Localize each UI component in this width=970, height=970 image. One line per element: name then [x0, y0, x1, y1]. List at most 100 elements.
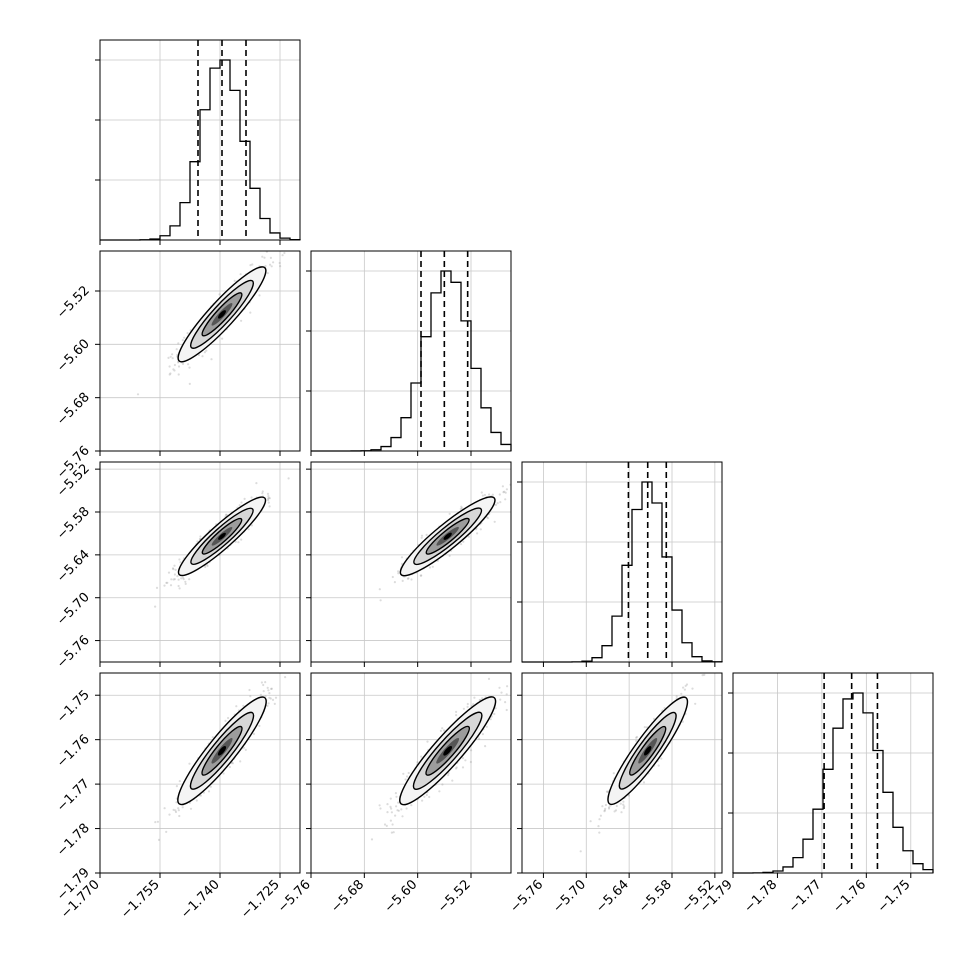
sample-point — [420, 536, 423, 539]
sample-point — [136, 393, 140, 396]
sample-point — [379, 599, 382, 602]
sample-point — [451, 779, 454, 782]
sample-point — [472, 703, 475, 706]
sample-point — [267, 689, 270, 692]
sample-point — [184, 582, 187, 585]
sample-point — [167, 356, 170, 359]
sample-point — [407, 577, 410, 580]
sample-point — [266, 704, 269, 707]
sample-point — [188, 578, 191, 581]
sample-point — [448, 554, 451, 557]
sample-point — [268, 692, 271, 695]
sample-point — [419, 574, 422, 577]
sample-point — [268, 497, 271, 500]
panel-3-0: −1.770 −1.755 −1.740 −1.725−1.79−1.78−1.77−… — [54, 672, 301, 922]
sample-point — [598, 831, 601, 834]
sample-point — [252, 732, 256, 736]
sample-point — [169, 584, 173, 587]
sample-point — [685, 683, 689, 686]
panel-2-1 — [306, 461, 512, 667]
sample-point — [478, 698, 481, 702]
sample-point — [224, 719, 227, 722]
density-peak — [443, 532, 452, 540]
sample-point — [603, 809, 606, 812]
sample-point — [498, 686, 501, 689]
sample-point — [251, 263, 254, 266]
sample-point — [407, 771, 410, 775]
x-tick-label: −5.58 — [636, 877, 675, 916]
sample-point — [173, 564, 176, 567]
sample-point — [606, 790, 609, 793]
sample-point — [642, 781, 646, 784]
x-tick-label: −5.76 — [507, 877, 546, 916]
sample-point — [480, 491, 483, 494]
panel-3-1: −5.76 −5.68 −5.60 −5.52 — [275, 672, 512, 916]
sample-point — [428, 566, 432, 569]
histogram — [311, 270, 512, 452]
sample-point — [188, 382, 191, 385]
sample-point — [239, 760, 242, 763]
sample-point — [202, 791, 205, 794]
sample-point — [188, 762, 191, 765]
sample-point — [237, 541, 240, 544]
sample-point — [173, 578, 176, 581]
sample-point — [260, 681, 263, 684]
sample-point — [261, 492, 264, 495]
sample-point — [172, 808, 175, 811]
sample-point — [406, 775, 409, 778]
panel-frame — [99, 250, 301, 452]
sample-point — [163, 584, 166, 587]
sample-point — [470, 749, 473, 752]
sample-point — [168, 813, 171, 816]
sample-point — [261, 490, 264, 493]
panel-1-0: −5.76−5.68−5.60−5.52 — [54, 250, 301, 482]
sample-point — [238, 504, 241, 507]
sample-point — [397, 572, 400, 575]
sample-point — [657, 764, 660, 767]
sample-point — [268, 696, 271, 699]
sample-point — [170, 578, 173, 581]
sample-point — [421, 799, 424, 802]
sample-point — [383, 823, 387, 826]
sample-point — [273, 702, 276, 705]
sample-point — [499, 501, 502, 504]
sample-point — [498, 493, 501, 496]
sample-point — [188, 366, 191, 369]
sample-point — [177, 578, 180, 581]
sample-point — [227, 716, 230, 720]
sample-point — [249, 264, 252, 267]
sample-point — [261, 255, 264, 258]
sample-point — [486, 517, 490, 520]
sample-point — [401, 579, 404, 582]
sample-point — [175, 348, 178, 351]
sample-point — [423, 795, 426, 798]
sample-point — [425, 533, 428, 536]
x-tick-label: −1.725 — [238, 877, 283, 922]
sample-point — [392, 831, 395, 834]
sample-point — [622, 800, 625, 803]
sample-point — [405, 807, 408, 810]
sample-point — [269, 256, 272, 259]
sample-point — [493, 712, 496, 716]
sample-point — [391, 575, 394, 579]
sample-point — [620, 811, 623, 814]
y-tick-label: −5.60 — [54, 337, 93, 376]
sample-point — [461, 766, 465, 769]
sample-point — [209, 785, 212, 788]
sample-point — [479, 528, 482, 531]
y-tick-label: −1.78 — [54, 821, 93, 860]
sample-point — [222, 772, 225, 775]
sample-point — [442, 729, 446, 732]
sample-point — [406, 577, 409, 580]
sample-point — [613, 810, 616, 813]
sample-point — [627, 794, 630, 797]
sample-point — [395, 795, 398, 798]
histogram — [100, 59, 301, 241]
sample-point — [218, 293, 221, 296]
sample-point — [491, 493, 494, 496]
x-tick-label: −1.76 — [830, 877, 869, 916]
sample-point — [701, 674, 704, 677]
sample-point — [199, 535, 202, 538]
sample-point — [645, 726, 648, 729]
